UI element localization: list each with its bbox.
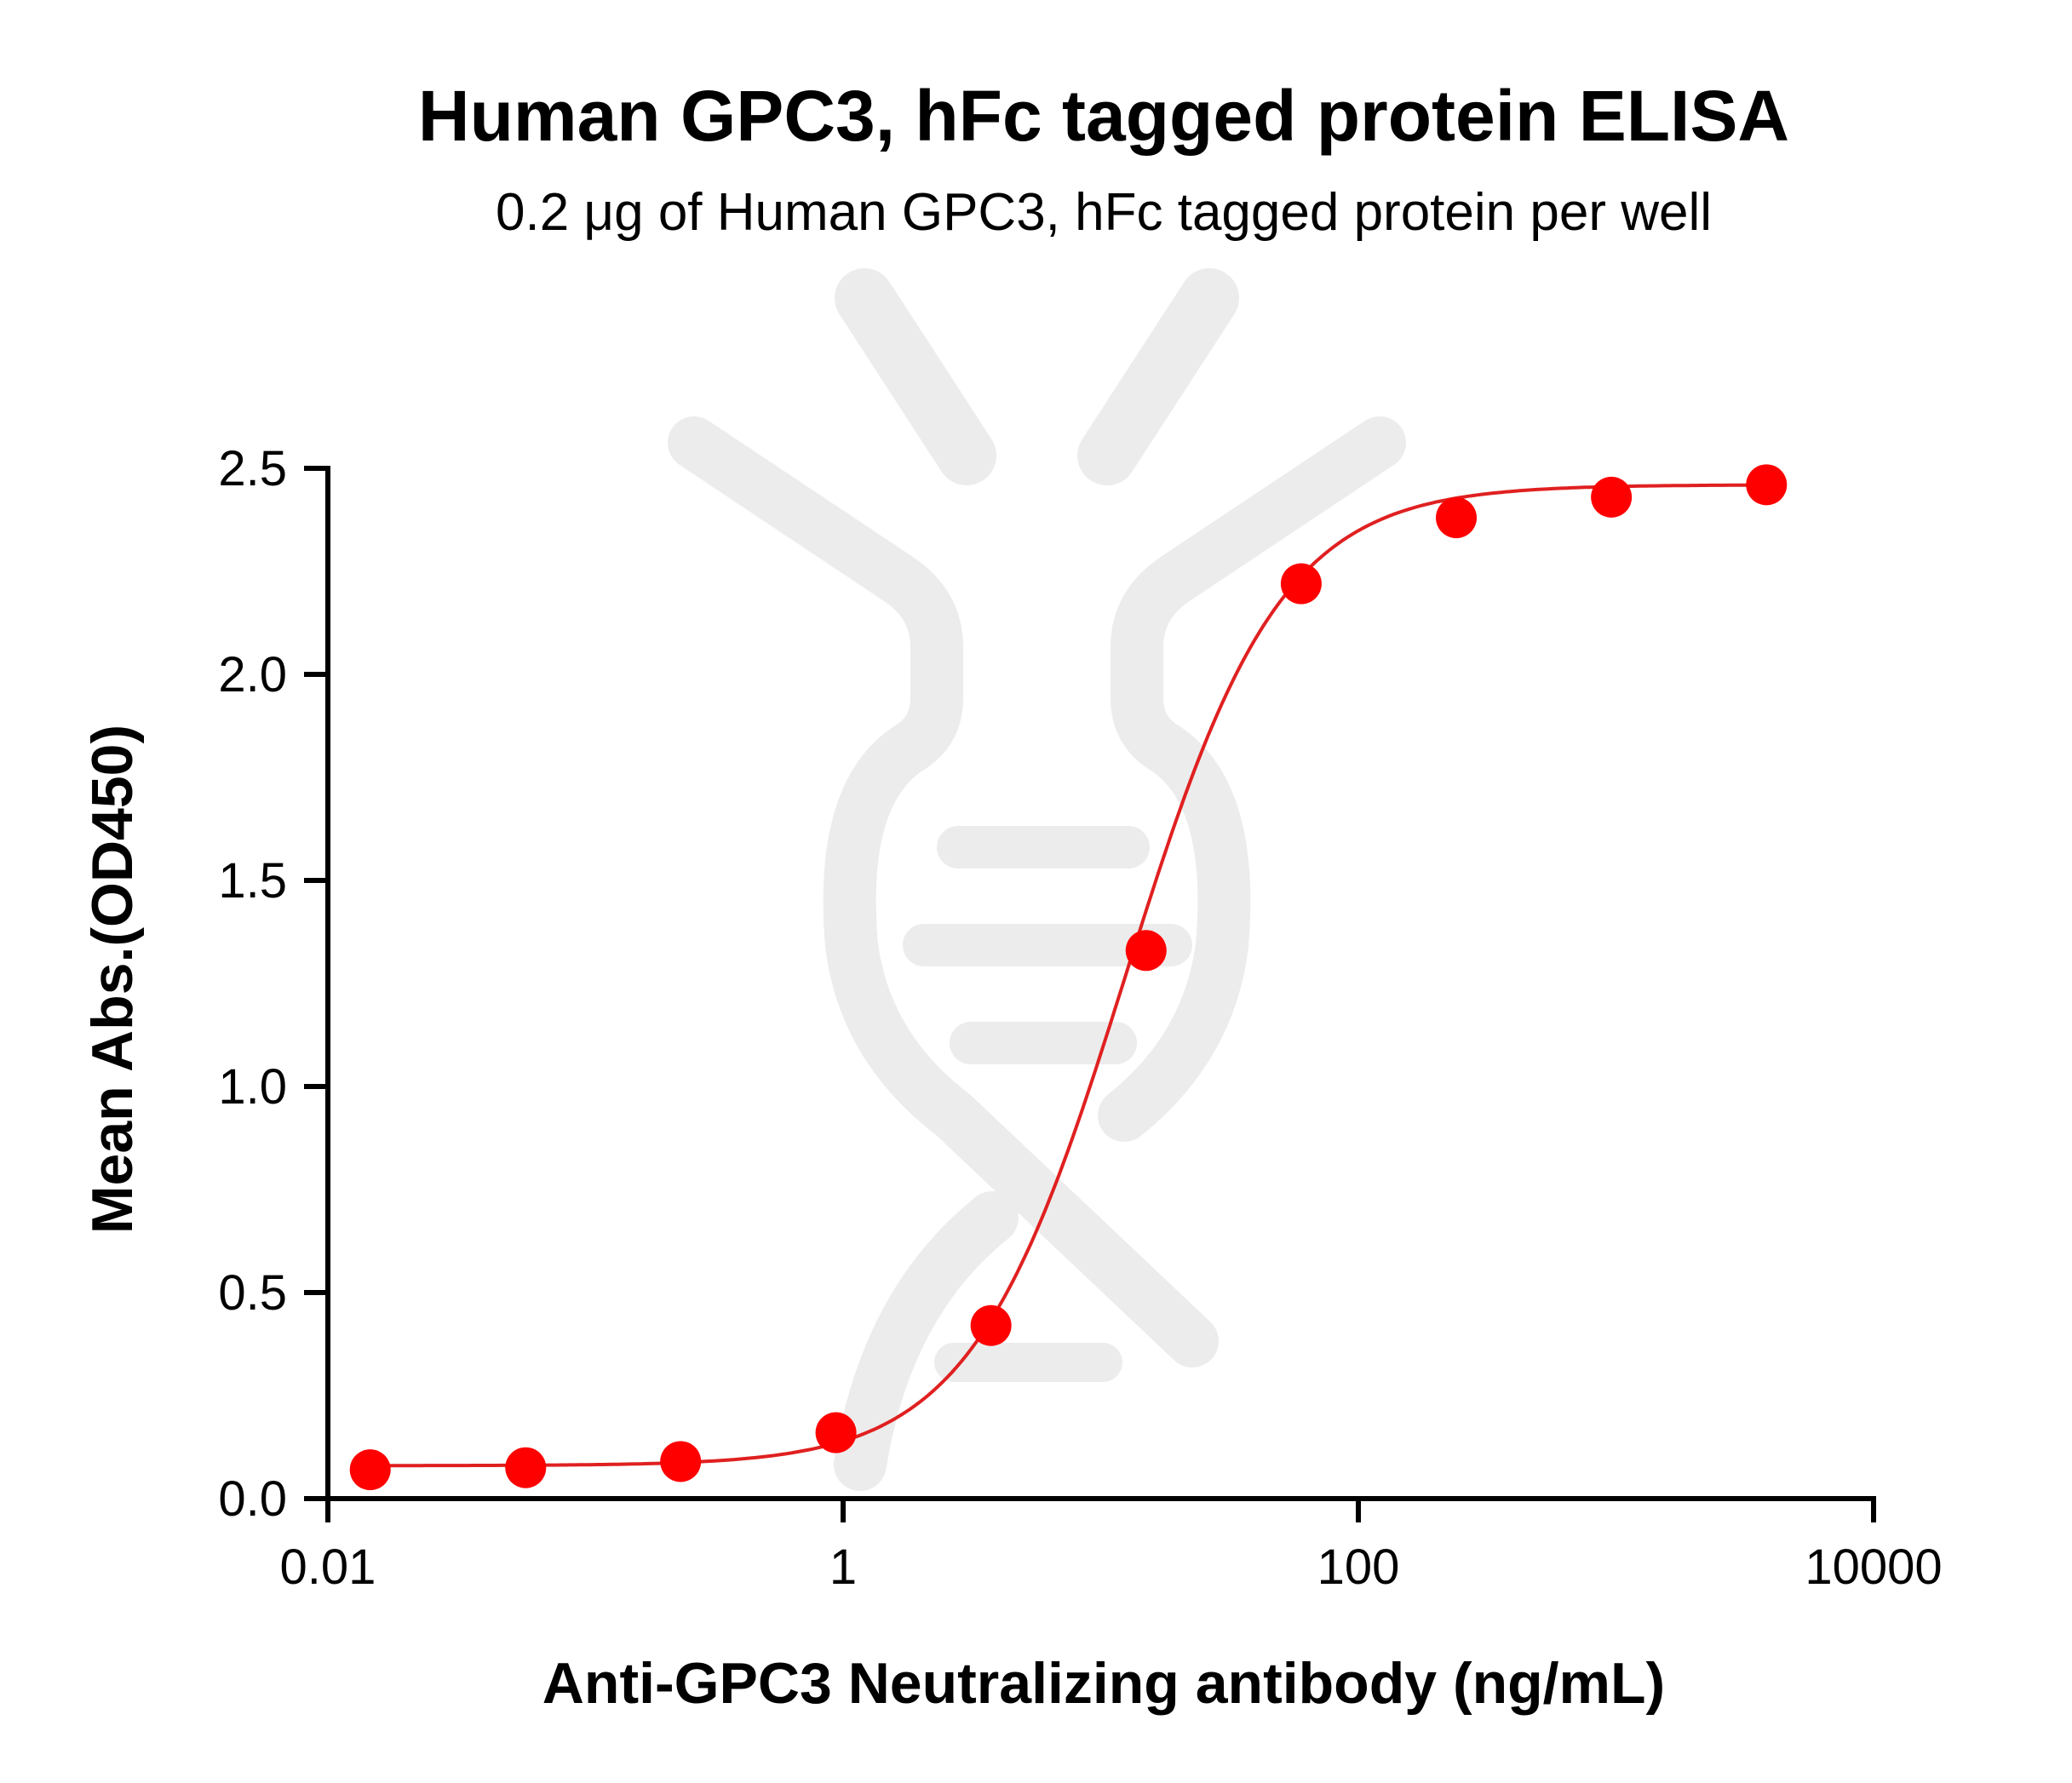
x-tick-label: 10000	[1805, 1539, 1942, 1595]
x-tick-label: 100	[1317, 1539, 1400, 1595]
data-point	[815, 1412, 857, 1453]
watermark-lower-strand	[834, 1191, 1019, 1491]
data-point	[1436, 497, 1478, 539]
watermark-left-branch	[668, 416, 1219, 1367]
x-tick-label: 0.01	[280, 1539, 376, 1595]
watermark-right-arm	[1077, 268, 1239, 485]
y-axis-label: Mean Abs.(OD450)	[80, 725, 145, 1234]
chart-title: Human GPC3, hFc tagged protein ELISA	[418, 76, 1789, 156]
data-point	[505, 1447, 547, 1488]
data-point	[349, 1449, 391, 1491]
x-tick-label: 1	[829, 1539, 857, 1595]
watermark-logo	[668, 268, 1406, 1491]
data-points	[349, 464, 1788, 1491]
data-point	[970, 1304, 1012, 1346]
y-tick-label: 0.0	[218, 1471, 287, 1527]
data-point	[1280, 563, 1322, 605]
data-point	[660, 1441, 702, 1482]
chart-subtitle: 0.2 μg of Human GPC3, hFc tagged protein…	[496, 183, 1712, 242]
y-tick-label: 1.0	[218, 1059, 287, 1115]
x-axis-ticks: 0.01 1 100 10000	[280, 1499, 1943, 1595]
data-point	[1125, 930, 1167, 972]
watermark-left-arm	[835, 268, 996, 485]
y-tick-label: 0.5	[218, 1265, 287, 1321]
y-tick-label: 2.5	[218, 441, 287, 496]
data-point	[1591, 476, 1633, 518]
fit-curve	[370, 483, 1767, 1468]
y-tick-label: 1.5	[218, 853, 287, 909]
watermark-right-branch	[1098, 416, 1406, 1142]
y-axis-ticks: 0.0 0.5 1.0 1.5 2.0 2.5	[218, 441, 328, 1527]
x-axis-label: Anti-GPC3 Neutralizing antibody (ng/mL)	[542, 1651, 1665, 1716]
data-point	[1746, 464, 1788, 506]
y-tick-label: 2.0	[218, 647, 287, 702]
